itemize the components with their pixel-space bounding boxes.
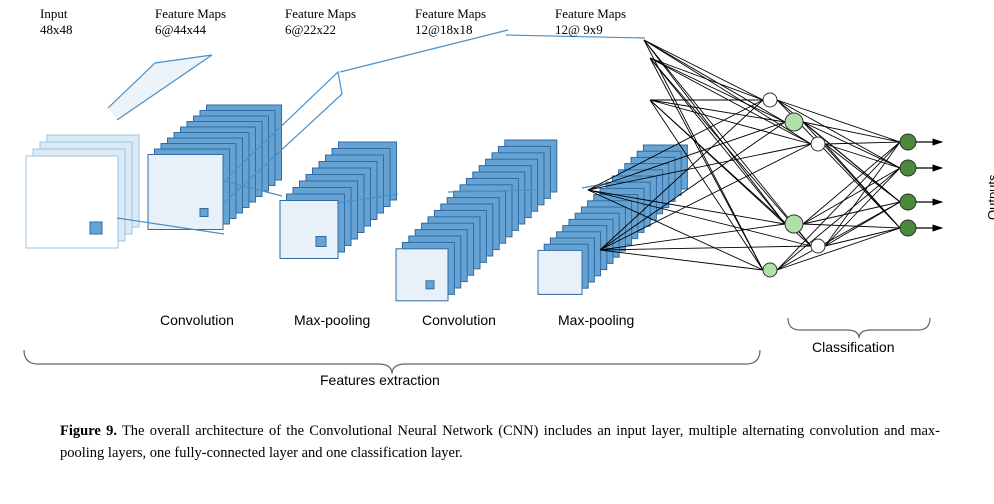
op-label: Convolution <box>160 312 234 328</box>
stack-fm2 <box>280 142 397 259</box>
caption-label: Figure 9. <box>60 423 117 439</box>
top-label: Feature Maps12@18x18 <box>415 6 486 39</box>
top-label: Feature Maps6@22x22 <box>285 6 356 39</box>
stack-input <box>26 135 139 248</box>
outputs-label: Outputs <box>985 174 994 220</box>
features-extraction-label: Features extraction <box>320 372 440 388</box>
stack-fm4 <box>538 145 687 294</box>
stack-fm3 <box>396 140 557 301</box>
top-label: Feature Maps6@44x44 <box>155 6 226 39</box>
op-label: Max-pooling <box>294 312 370 328</box>
top-label: Feature Maps12@ 9x9 <box>555 6 626 39</box>
top-label: Input48x48 <box>40 6 73 39</box>
classification-label: Classification <box>812 339 894 355</box>
stack-fm1 <box>148 105 282 230</box>
op-label: Convolution <box>422 312 496 328</box>
figure-caption: Figure 9. The overall architecture of th… <box>60 420 940 465</box>
caption-text: The overall architecture of the Convolut… <box>60 423 940 461</box>
op-label: Max-pooling <box>558 312 634 328</box>
cnn-diagram <box>0 0 994 390</box>
